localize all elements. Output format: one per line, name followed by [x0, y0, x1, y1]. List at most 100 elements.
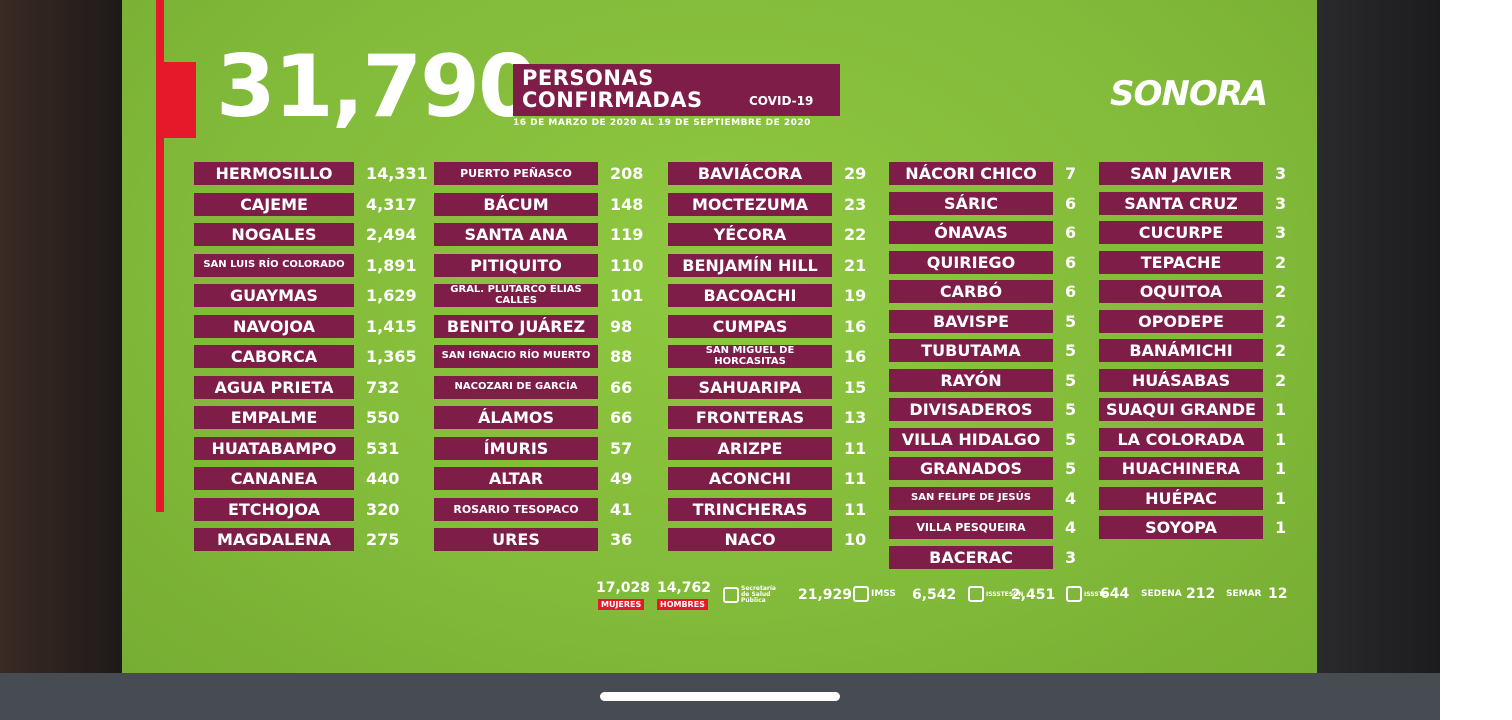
imss-label: IMSS	[871, 589, 896, 599]
municipality-name: HUACHINERA	[1099, 457, 1263, 480]
municipality-cases: 2,494	[366, 225, 417, 244]
imss-value: 6,542	[912, 587, 957, 603]
municipality-row: ÓNAVAS 6	[889, 221, 1125, 244]
background-left	[0, 0, 122, 673]
municipality-name: SAN JAVIER	[1099, 162, 1263, 185]
municipality-name: RAYÓN	[889, 369, 1053, 392]
municipality-name: ALTAR	[434, 467, 598, 490]
municipality-name: OPODEPE	[1099, 310, 1263, 333]
municipality-cases: 2	[1275, 312, 1287, 331]
municipality-name: BENITO JUÁREZ	[434, 315, 598, 338]
municipality-name: CABORCA	[194, 345, 354, 368]
municipality-row: ACONCHI 11	[668, 467, 904, 490]
municipality-cases: 29	[844, 164, 867, 183]
municipality-row: SAN JAVIER 3	[1099, 162, 1317, 185]
municipality-cases: 6	[1065, 194, 1077, 213]
isssteson-stat: ISSSTESON	[968, 586, 1023, 602]
municipality-name: CARBÓ	[889, 280, 1053, 303]
municipality-name: SANTA ANA	[434, 223, 598, 246]
home-indicator[interactable]	[600, 692, 840, 701]
municipality-name: TUBUTAMA	[889, 339, 1053, 362]
sonora-logo-icon: SONORA	[1110, 74, 1268, 114]
municipality-cases: 16	[844, 317, 867, 336]
municipality-cases: 531	[366, 439, 400, 458]
municipality-row: DIVISADEROS 5	[889, 398, 1125, 421]
municipality-row: AGUA PRIETA 732	[194, 376, 426, 399]
municipality-row: CARBÓ 6	[889, 280, 1125, 303]
municipality-name: CAJEME	[194, 193, 354, 216]
municipality-cases: 3	[1275, 164, 1287, 183]
municipality-row: ÁLAMOS 66	[434, 406, 670, 429]
municipality-row: FRONTERAS 13	[668, 406, 904, 429]
municipality-cases: 1,891	[366, 256, 417, 275]
municipality-row: ARIZPE 11	[668, 437, 904, 460]
municipality-row: CAJEME 4,317	[194, 193, 426, 216]
municipality-row: NACOZARI DE GARCÍA 66	[434, 376, 670, 399]
municipality-cases: 550	[366, 408, 400, 427]
municipality-name: ACONCHI	[668, 467, 832, 490]
municipality-cases: 5	[1065, 341, 1077, 360]
municipality-row: URES 36	[434, 528, 670, 551]
municipality-row: TRINCHERAS 11	[668, 498, 904, 521]
issste-stat: ISSSTE	[1066, 586, 1107, 602]
municipality-row: HUÉPAC 1	[1099, 487, 1317, 510]
municipality-cases: 1	[1275, 459, 1287, 478]
municipality-cases: 732	[366, 378, 400, 397]
municipality-name: DIVISADEROS	[889, 398, 1053, 421]
municipality-row: LA COLORADA 1	[1099, 428, 1317, 451]
total-confirmed: 31,790	[216, 37, 538, 137]
municipality-cases: 2	[1275, 282, 1287, 301]
issste-icon	[1066, 586, 1082, 602]
salud-icon	[723, 587, 739, 603]
municipality-name: URES	[434, 528, 598, 551]
semar-label: SEMAR	[1226, 589, 1262, 599]
municipality-name: TEPACHE	[1099, 251, 1263, 274]
municipality-row: HUACHINERA 1	[1099, 457, 1317, 480]
municipality-name: SÁRIC	[889, 192, 1053, 215]
municipality-row: HUÁSABAS 2	[1099, 369, 1317, 392]
municipality-row: ETCHOJOA 320	[194, 498, 426, 521]
municipality-cases: 23	[844, 195, 867, 214]
background-edge	[1440, 0, 1512, 720]
municipality-cases: 10	[844, 530, 867, 549]
municipality-name: BANÁMICHI	[1099, 339, 1263, 362]
municipality-row: ALTAR 49	[434, 467, 670, 490]
municipality-name: PUERTO PEÑASCO	[434, 162, 598, 185]
issste-value: 644	[1100, 586, 1130, 602]
municipality-cases: 3	[1275, 223, 1287, 242]
municipality-name: VILLA HIDALGO	[889, 428, 1053, 451]
municipality-row: ROSARIO TESOPACO 41	[434, 498, 670, 521]
municipality-name: SAHUARIPA	[668, 376, 832, 399]
municipality-cases: 1,629	[366, 286, 417, 305]
municipality-name: HUÁSABAS	[1099, 369, 1263, 392]
municipality-name: CANANEA	[194, 467, 354, 490]
municipality-cases: 11	[844, 500, 867, 519]
semar-value: 12	[1268, 586, 1288, 602]
salud-stat: Secretaría de Salud Pública	[723, 586, 783, 604]
municipality-row: NOGALES 2,494	[194, 223, 426, 246]
municipality-name: VILLA PESQUEIRA	[889, 516, 1053, 539]
municipality-name: HUÉPAC	[1099, 487, 1263, 510]
background-right	[1317, 0, 1440, 673]
municipality-name: NACOZARI DE GARCÍA	[434, 376, 598, 399]
municipality-cases: 4,317	[366, 195, 417, 214]
municipality-row: CUMPAS 16	[668, 315, 904, 338]
municipality-row: HUATABAMPO 531	[194, 437, 426, 460]
municipality-name: QUIRIEGO	[889, 251, 1053, 274]
municipality-cases: 119	[610, 225, 644, 244]
municipality-row: SANTA CRUZ 3	[1099, 192, 1317, 215]
isssteson-value: 2,451	[1011, 587, 1056, 603]
municipality-name: HUATABAMPO	[194, 437, 354, 460]
red-accent-line	[156, 0, 164, 512]
municipality-name: MOCTEZUMA	[668, 193, 832, 216]
date-range: 16 DE MARZO DE 2020 AL 19 DE SEPTIEMBRE …	[513, 118, 811, 128]
municipality-name: BÁCUM	[434, 193, 598, 216]
municipality-cases: 57	[610, 439, 633, 458]
covid-slide: 31,790 PERSONAS CONFIRMADAS COVID-19 16 …	[122, 0, 1317, 673]
municipality-row: TUBUTAMA 5	[889, 339, 1125, 362]
municipality-row: BACERAC 3	[889, 546, 1125, 569]
municipality-row: CUCURPE 3	[1099, 221, 1317, 244]
municipality-name: SOYOPA	[1099, 516, 1263, 539]
municipality-row: SAN IGNACIO RÍO MUERTO 88	[434, 345, 670, 368]
municipality-cases: 6	[1065, 282, 1077, 301]
